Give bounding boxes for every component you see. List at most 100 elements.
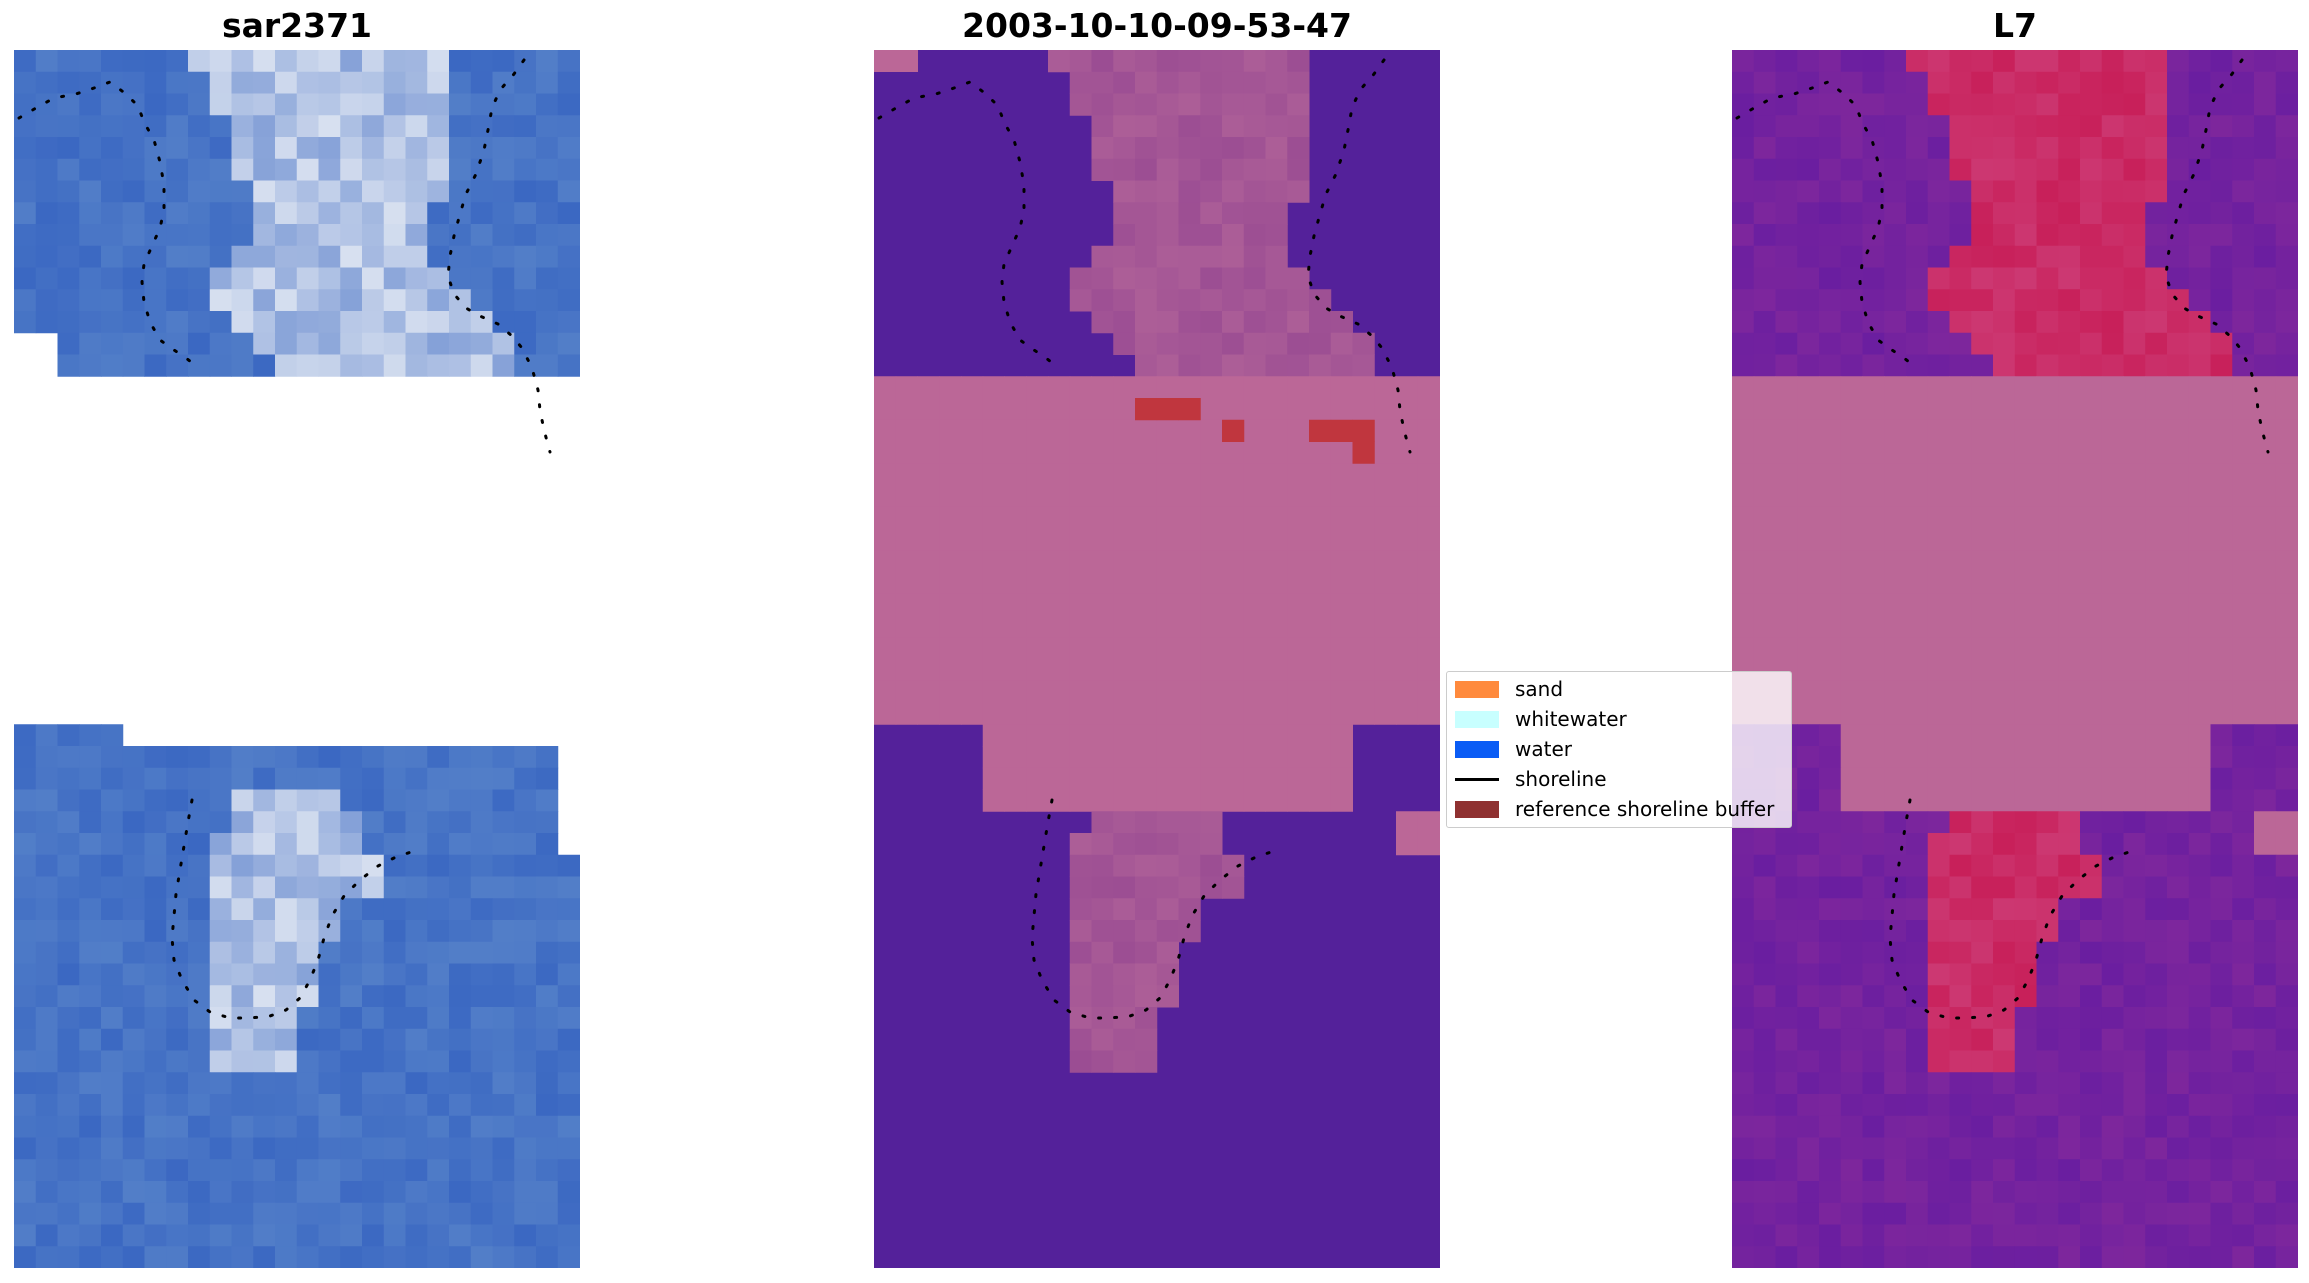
index-pixel: [2058, 1072, 2081, 1095]
index-pixel: [2101, 398, 2124, 421]
sand-class-pixel: [1222, 202, 1245, 225]
sand-class-pixel: [1091, 93, 1114, 116]
index-pixel: [1862, 1094, 1885, 1117]
shoreline-lower: [1030, 798, 1280, 1020]
sand-class-pixel: [1156, 920, 1179, 943]
cloud-mask-pixel: [1287, 550, 1310, 573]
index-pixel: [1840, 898, 1863, 921]
index-pixel: [1797, 1072, 1820, 1095]
index-pixel: [1775, 1050, 1798, 1073]
index-pixel: [1862, 245, 1885, 268]
index-pixel: [2058, 202, 2081, 225]
index-pixel: [1775, 1159, 1798, 1182]
index-pixel: [1906, 267, 1929, 290]
rgb-pixel: [188, 1181, 211, 1204]
sand-class-pixel: [1156, 811, 1179, 834]
index-pixel: [2232, 311, 2255, 334]
rgb-pixel: [340, 93, 363, 116]
index-pixel: [1884, 680, 1907, 703]
index-pixel: [1819, 50, 1842, 73]
index-pixel: [2210, 898, 2233, 921]
rgb-pixel: [557, 1007, 580, 1030]
rgb-pixel: [14, 767, 37, 790]
index-pixel: [2232, 158, 2255, 181]
index-pixel: [2036, 1202, 2059, 1225]
rgb-pixel: [318, 202, 341, 225]
rgb-pixel: [144, 332, 167, 355]
rgb-pixel: [318, 1115, 341, 1138]
cloud-mask-pixel: [1417, 376, 1440, 399]
index-pixel: [1732, 1181, 1755, 1204]
rgb-pixel: [340, 1050, 363, 1073]
index-pixel: [2014, 789, 2037, 812]
index-pixel: [2167, 963, 2190, 986]
cloud-mask-pixel: [1113, 702, 1136, 725]
cloud-mask-pixel: [1178, 615, 1201, 638]
index-pixel: [2101, 115, 2124, 138]
index-pixel: [2167, 289, 2190, 312]
shoreline-left-upper: [1735, 80, 1916, 368]
rgb-pixel: [209, 985, 232, 1008]
cloud-mask-pixel: [1113, 528, 1136, 551]
rgb-pixel: [383, 137, 406, 160]
rgb-pixel: [383, 876, 406, 899]
index-pixel: [1840, 920, 1863, 943]
cloud-mask-pixel: [1178, 419, 1201, 442]
shoreline-left-upper: [17, 80, 198, 368]
index-pixel: [2232, 354, 2255, 377]
index-pixel: [1732, 1094, 1755, 1117]
cloud-mask-pixel: [961, 593, 984, 616]
index-pixel: [2167, 767, 2190, 790]
index-pixel: [1797, 441, 1820, 464]
index-pixel: [1971, 224, 1994, 247]
index-pixel: [2210, 920, 2233, 943]
cloud-mask-pixel: [1004, 593, 1027, 616]
index-pixel: [1993, 702, 2016, 725]
index-pixel: [1906, 941, 1929, 964]
sand-class-pixel: [1135, 245, 1158, 268]
cloud-mask-pixel: [1113, 615, 1136, 638]
rgb-pixel: [470, 1050, 493, 1073]
rgb-pixel: [14, 1137, 37, 1160]
index-pixel: [1884, 811, 1907, 834]
index-pixel: [2232, 767, 2255, 790]
index-pixel: [1971, 528, 1994, 551]
rgb-pixel: [492, 50, 515, 73]
index-pixel: [1884, 376, 1907, 399]
sand-class-pixel: [1243, 50, 1266, 73]
index-pixel: [1884, 550, 1907, 573]
index-pixel: [2167, 1007, 2190, 1030]
rgb-pixel: [383, 1028, 406, 1051]
index-pixel: [2101, 1007, 2124, 1030]
rgb-pixel: [14, 854, 37, 877]
index-pixel: [2145, 485, 2168, 508]
rgb-pixel: [557, 1246, 580, 1268]
rgb-pixel: [35, 898, 58, 921]
sand-class-pixel: [1222, 245, 1245, 268]
rgb-pixel: [514, 1181, 537, 1204]
rgb-pixel: [536, 746, 559, 769]
index-pixel: [1732, 506, 1755, 529]
rgb-pixel: [340, 71, 363, 94]
sand-class-pixel: [1200, 876, 1223, 899]
rgb-pixel: [536, 985, 559, 1008]
rgb-pixel: [449, 180, 472, 203]
index-pixel: [2167, 398, 2190, 421]
index-pixel: [1971, 746, 1994, 769]
index-pixel: [2145, 245, 2168, 268]
index-pixel: [2145, 724, 2168, 747]
rgb-pixel: [405, 245, 428, 268]
rgb-pixel: [188, 354, 211, 377]
rgb-pixel: [101, 71, 124, 94]
index-pixel: [1971, 1094, 1994, 1117]
index-pixel: [2167, 1224, 2190, 1247]
rgb-pixel: [536, 1115, 559, 1138]
index-pixel: [1906, 224, 1929, 247]
rgb-pixel: [35, 941, 58, 964]
index-pixel: [2036, 485, 2059, 508]
rgb-pixel: [470, 833, 493, 856]
rgb-pixel: [318, 1181, 341, 1204]
cloud-mask-pixel: [1156, 441, 1179, 464]
index-pixel: [1949, 463, 1972, 486]
cloud-mask-pixel: [1396, 659, 1419, 682]
